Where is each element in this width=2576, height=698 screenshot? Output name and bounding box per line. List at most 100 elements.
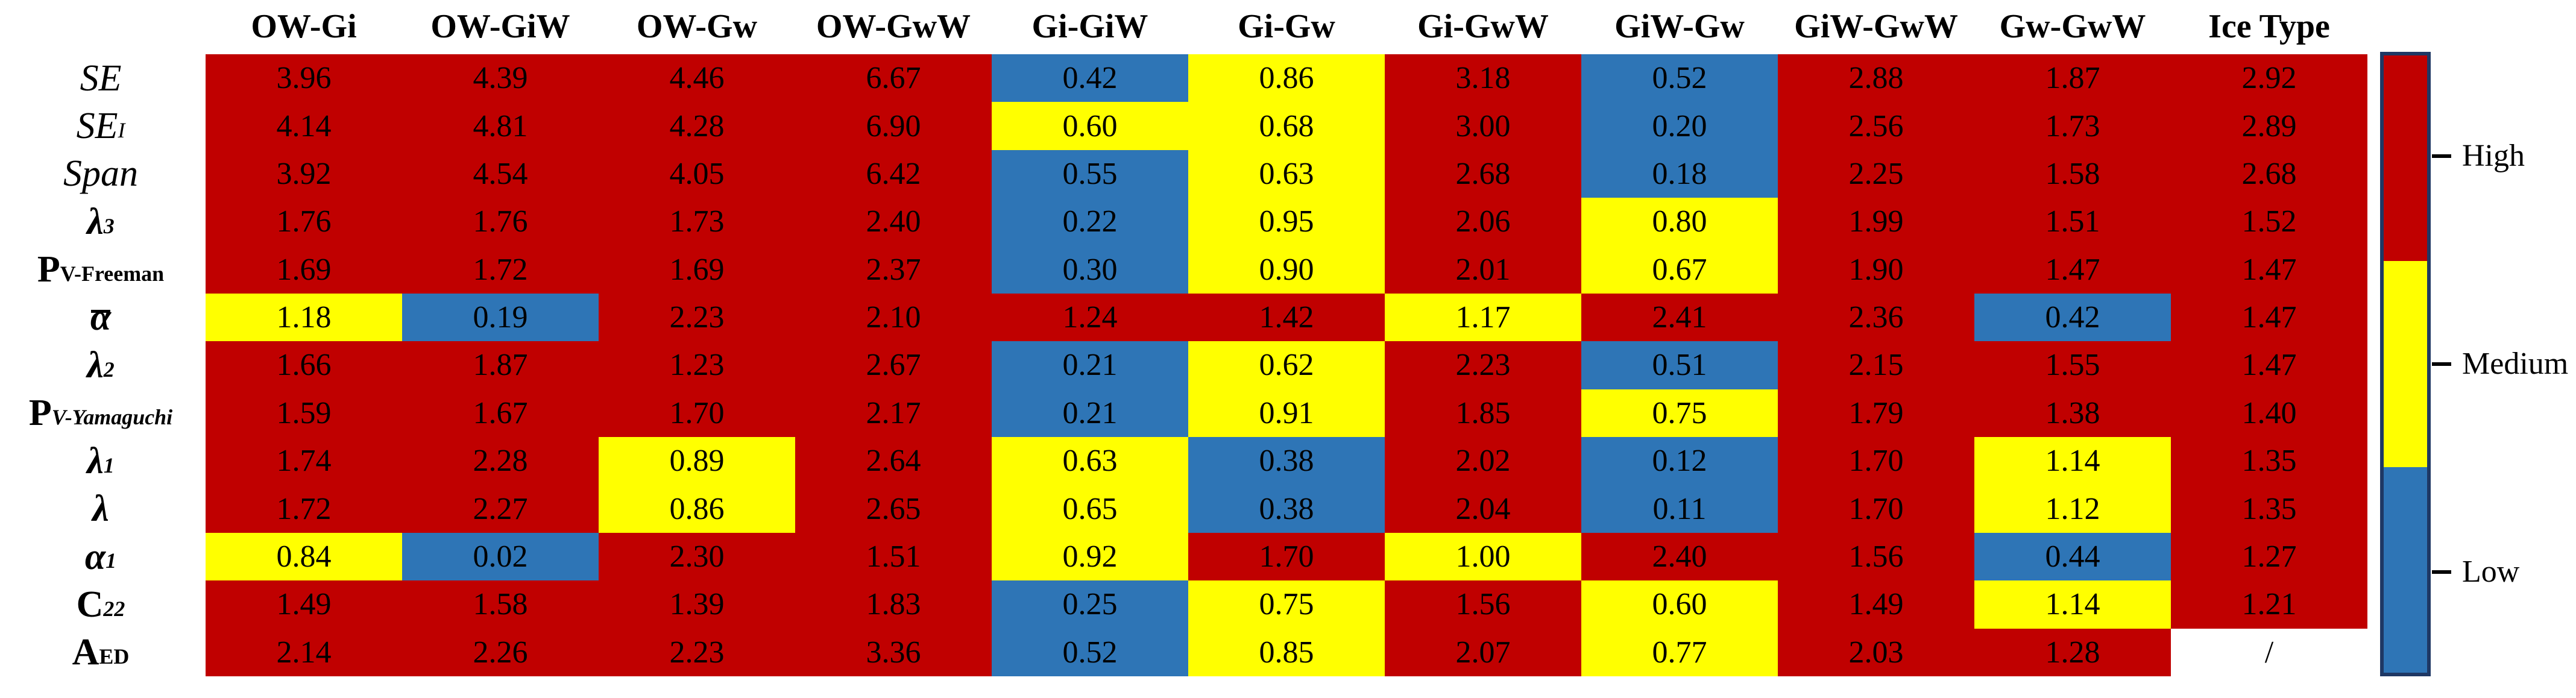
heatmap-cell: 0.65 (992, 485, 1188, 533)
heatmap-cell: 0.68 (1188, 102, 1385, 150)
row-label-text: λ (87, 344, 104, 386)
colorbar-tick-high (2432, 154, 2451, 158)
row-label-subscript: 1 (103, 453, 115, 477)
heatmap-cell: 0.90 (1188, 245, 1385, 294)
heatmap-cell: 0.21 (992, 341, 1188, 389)
heatmap-cell: 1.87 (1974, 54, 2171, 102)
heatmap-cell: 1.74 (206, 437, 402, 485)
row-label-c22: C 22 (0, 580, 201, 628)
colorbar-low-segment (2384, 467, 2427, 673)
heatmap-cell: 2.17 (795, 389, 992, 438)
heatmap-cell: 1.40 (2171, 389, 2367, 438)
heatmap-cell: 1.73 (1974, 102, 2171, 150)
row-label-p-v-yamaguchi: P V-Yamaguchi (0, 389, 201, 437)
column-header: OW-Gi (251, 8, 357, 45)
legend-label-low: Low (2462, 555, 2520, 589)
heatmap-cell: 1.83 (795, 580, 992, 629)
row-label-p-v-freeman: P V-Freeman (0, 246, 201, 294)
heatmap-cell: 2.03 (1778, 628, 1974, 676)
row-label-subscript: 22 (103, 596, 125, 621)
heatmap-cell: 0.52 (1581, 54, 1778, 102)
heatmap-cell: 2.88 (1778, 54, 1974, 102)
heatmap-cell: 1.87 (402, 341, 599, 389)
row-label-a-ed: A ED (0, 629, 201, 676)
heatmap-cell: 1.14 (1974, 580, 2171, 629)
heatmap-cell: 1.14 (1974, 437, 2171, 485)
row-label-text: C (76, 583, 104, 625)
colorbar-high-segment (2384, 55, 2427, 262)
heatmap-cell: 0.63 (1188, 149, 1385, 198)
heatmap-cell: 0.63 (992, 437, 1188, 485)
heatmap-cell: 0.86 (1188, 54, 1385, 102)
row-label-text: λ (87, 201, 104, 242)
heatmap-cell: 1.42 (1188, 293, 1385, 342)
heatmap-cell: 1.69 (599, 245, 795, 294)
heatmap-cell: 1.72 (206, 485, 402, 533)
heatmap-cell: 2.37 (795, 245, 992, 294)
heatmap-cell: 0.42 (1974, 293, 2171, 342)
heatmap-cell: 6.67 (795, 54, 992, 102)
heatmap-cell: 0.21 (992, 389, 1188, 438)
heatmap-cell: 1.76 (206, 198, 402, 246)
heatmap-cell: 2.41 (1581, 293, 1778, 342)
heatmap-cell: 1.85 (1385, 389, 1581, 438)
heatmap-cell: 0.77 (1581, 628, 1778, 676)
heatmap-cell: 0.22 (992, 198, 1188, 246)
heatmap-cell: 0.12 (1581, 437, 1778, 485)
heatmap-cell: 2.04 (1385, 485, 1581, 533)
row-label-span: Span (0, 150, 201, 198)
heatmap-cell: 1.70 (599, 389, 795, 438)
heatmap-cell: 0.91 (1188, 389, 1385, 438)
heatmap-cell: 1.47 (2171, 293, 2367, 342)
heatmap-cell: 1.56 (1385, 580, 1581, 629)
heatmap-cell: 1.49 (206, 580, 402, 629)
heatmap-cell: 1.56 (1778, 532, 1974, 581)
colorbar-medium-segment (2384, 261, 2427, 467)
heatmap-cell: 2.64 (795, 437, 992, 485)
row-label-alpha-bar: α (0, 294, 201, 341)
heatmap-cell: 2.27 (402, 485, 599, 533)
heatmap-cell: 4.81 (402, 102, 599, 150)
heatmap-cell: 1.39 (599, 580, 795, 629)
heatmap-cell: 2.56 (1778, 102, 1974, 150)
row-label-subscript: ED (99, 644, 130, 669)
column-header: Gi-GwW (1417, 8, 1549, 45)
heatmap-cell: 0.75 (1188, 580, 1385, 629)
heatmap-cell: 2.68 (1385, 149, 1581, 198)
column-header: OW-GwW (816, 8, 971, 45)
column-header: GiW-Gw (1614, 8, 1745, 45)
heatmap-cell: 1.70 (1188, 532, 1385, 581)
column-header: OW-Gw (636, 8, 758, 45)
heatmap-cell: 1.23 (599, 341, 795, 389)
column-headers: OW-Gi OW-GiW OW-Gw OW-GwW Gi-GiW Gi-Gw G… (206, 0, 2367, 53)
heatmap-cell: 1.76 (402, 198, 599, 246)
heatmap-cell: 0.51 (1581, 341, 1778, 389)
heatmap-cell: 0.89 (599, 437, 795, 485)
row-label-text: A (72, 632, 99, 673)
heatmap-cell: 2.40 (795, 198, 992, 246)
heatmap-cell: 4.14 (206, 102, 402, 150)
heatmap-cell: 1.47 (2171, 341, 2367, 389)
heatmap-cell: 0.60 (1581, 580, 1778, 629)
heatmap-cell: 1.66 (206, 341, 402, 389)
heatmap-cell: 2.06 (1385, 198, 1581, 246)
row-label-text: α (90, 297, 112, 338)
heatmap-cell: 0.60 (992, 102, 1188, 150)
heatmap-cell: 1.35 (2171, 485, 2367, 533)
heatmap-cell: 1.12 (1974, 485, 2171, 533)
row-label-subscript: 1 (105, 549, 117, 573)
heatmap-cell: 2.07 (1385, 628, 1581, 676)
column-header: Gi-Gw (1238, 8, 1335, 45)
heatmap-cell: 4.05 (599, 149, 795, 198)
row-label-subscript: V-Freeman (60, 262, 165, 286)
heatmap-cell: 4.39 (402, 54, 599, 102)
heatmap-cell: 2.67 (795, 341, 992, 389)
heatmap-cell: 1.52 (2171, 198, 2367, 246)
heatmap-cell: 0.18 (1581, 149, 1778, 198)
heatmap-cell: 0.25 (992, 580, 1188, 629)
heatmap-cell: 6.90 (795, 102, 992, 150)
heatmap-cell: 1.17 (1385, 293, 1581, 342)
